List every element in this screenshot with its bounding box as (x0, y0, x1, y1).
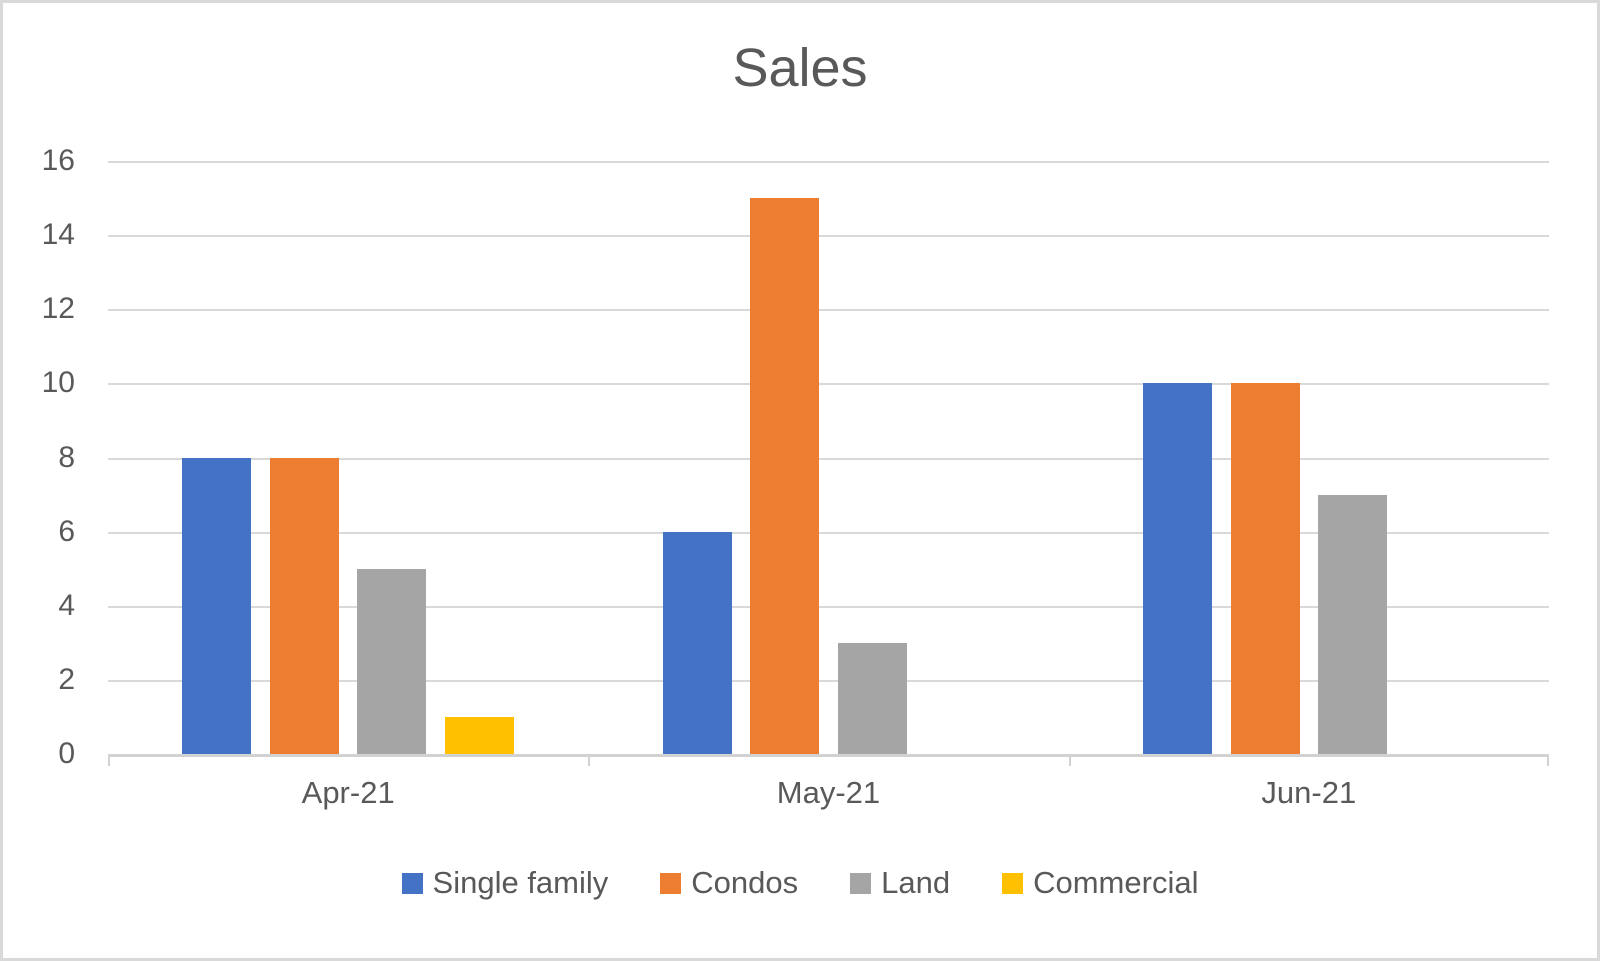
bar-land-jun-21[interactable] (1318, 494, 1388, 754)
legend: Single family Condos Land Commercial (3, 865, 1597, 901)
legend-item-single-family[interactable]: Single family (401, 865, 609, 901)
legend-label: Single family (432, 865, 609, 900)
bar-condos-may-21[interactable] (750, 198, 820, 754)
x-axis-tick (588, 754, 591, 766)
legend-item-land[interactable]: Land (850, 865, 950, 901)
bar-land-apr-21[interactable] (357, 568, 427, 754)
gridline-y-16 (108, 161, 1549, 163)
gridline-y-8 (108, 457, 1549, 460)
y-axis-tick-label: 14 (41, 218, 75, 252)
bar-single-family-jun-21[interactable] (1143, 383, 1213, 754)
y-axis-tick-label: 16 (41, 144, 75, 177)
gridline-y-14 (108, 235, 1549, 238)
bar-single-family-may-21[interactable] (662, 531, 732, 754)
y-axis-tick-label: 0 (58, 737, 75, 770)
gridline-y-12 (108, 309, 1549, 312)
legend-swatch-icon (1002, 872, 1024, 894)
bar-condos-apr-21[interactable] (269, 457, 339, 754)
legend-label: Condos (691, 865, 799, 900)
x-axis-tick (108, 754, 110, 766)
x-axis-category-label-jun-21: Jun-21 (1261, 775, 1357, 810)
y-axis-tick-label: 12 (41, 292, 75, 326)
gridline-y-2 (108, 679, 1549, 682)
y-axis-tick-label: 6 (58, 514, 75, 548)
y-axis-tick-label: 8 (58, 440, 75, 474)
y-axis-tick-label: 2 (58, 662, 75, 696)
x-axis-category-label-apr-21: Apr-21 (301, 775, 395, 810)
legend-label: Commercial (1033, 865, 1199, 900)
legend-label: Land (881, 865, 951, 900)
y-axis-tick-label: 10 (41, 366, 75, 400)
plot-area (108, 161, 1549, 766)
bar-condos-jun-21[interactable] (1230, 383, 1300, 754)
legend-swatch-icon (850, 872, 872, 894)
x-axis-tick (1068, 754, 1071, 766)
legend-swatch-icon (660, 872, 682, 894)
gridline-y-10 (108, 383, 1549, 386)
gridline-y-6 (108, 531, 1549, 534)
gridline-y-4 (108, 605, 1549, 608)
x-axis-tick (1547, 754, 1549, 766)
chart-title: Sales (732, 38, 868, 98)
bar-commercial-apr-21[interactable] (444, 716, 514, 754)
legend-swatch-icon (401, 872, 423, 894)
x-axis-category-label-may-21: May-21 (776, 775, 881, 810)
bar-single-family-apr-21[interactable] (182, 457, 252, 754)
legend-item-condos[interactable]: Condos (660, 865, 798, 901)
y-axis-tick-label: 4 (58, 588, 75, 622)
bar-land-may-21[interactable] (837, 642, 907, 754)
legend-item-commercial[interactable]: Commercial (1002, 865, 1198, 901)
